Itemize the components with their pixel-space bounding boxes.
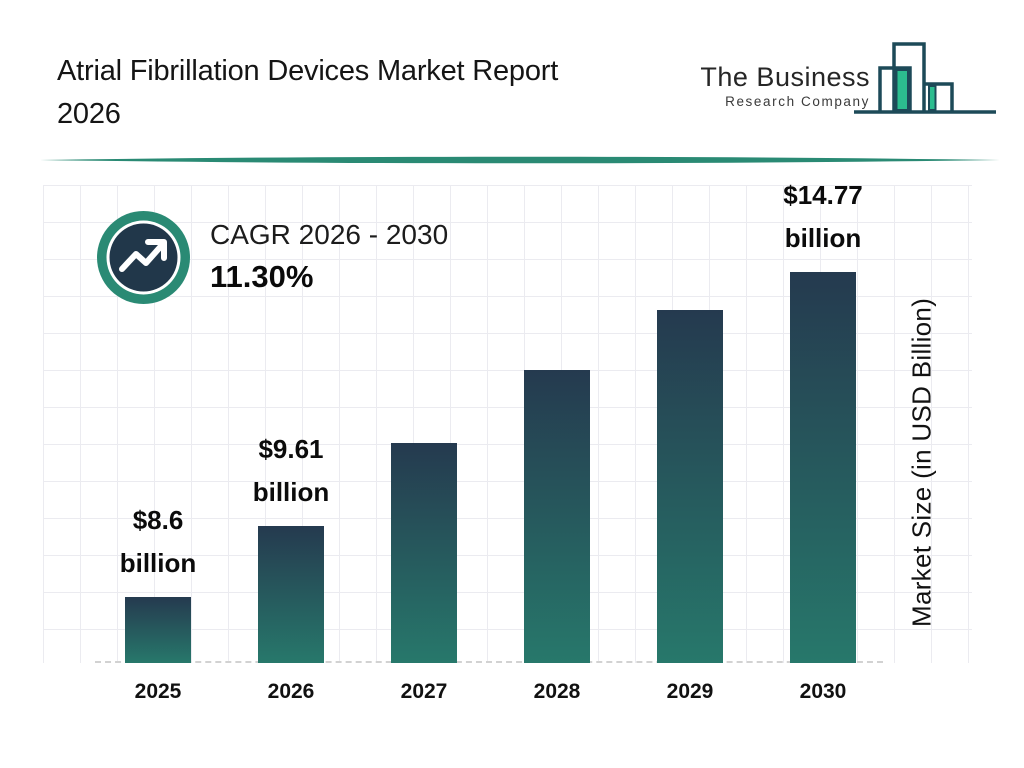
bar-2030 bbox=[790, 272, 856, 663]
x-tick-2030: 2030 bbox=[799, 680, 847, 703]
x-tick-2028: 2028 bbox=[533, 680, 581, 703]
x-tick-2027: 2027 bbox=[400, 680, 448, 703]
bar-buildings-icon bbox=[854, 42, 996, 114]
trending-up-icon bbox=[97, 211, 190, 304]
chart-baseline bbox=[95, 661, 883, 663]
page-title: Atrial Fibrillation Devices Market Repor… bbox=[57, 50, 697, 136]
bar-2025 bbox=[125, 597, 191, 663]
value-label-2030: $14.77 billion bbox=[783, 180, 863, 253]
bar-2027 bbox=[391, 443, 457, 663]
company-logo: The Business Research Company bbox=[700, 36, 996, 128]
divider bbox=[40, 156, 1000, 164]
page-title-line1: Atrial Fibrillation Devices Market Repor… bbox=[57, 55, 559, 87]
company-logo-text: The Business Research Company bbox=[700, 62, 870, 109]
x-tick-2029: 2029 bbox=[666, 680, 714, 703]
company-name: The Business bbox=[700, 62, 870, 92]
value-label-2025: $8.6 billion bbox=[119, 505, 197, 578]
page-title-line2: 2026 bbox=[57, 98, 121, 130]
cagr-label: CAGR 2026 - 2030 bbox=[210, 219, 449, 250]
value-label-2026: $9.61 billion bbox=[252, 434, 330, 507]
x-tick-2026: 2026 bbox=[267, 680, 315, 703]
x-tick-2025: 2025 bbox=[134, 680, 182, 703]
company-subname: Research Company bbox=[725, 94, 870, 109]
y-axis-label: Market Size (in USD Billion) bbox=[906, 297, 937, 627]
cagr-block: CAGR 2026 - 2030 11.30% bbox=[210, 219, 448, 295]
bar-2028 bbox=[524, 370, 590, 663]
cagr-value: 11.30% bbox=[210, 259, 314, 294]
bar-2026 bbox=[258, 526, 324, 663]
bar-2029 bbox=[657, 310, 723, 663]
